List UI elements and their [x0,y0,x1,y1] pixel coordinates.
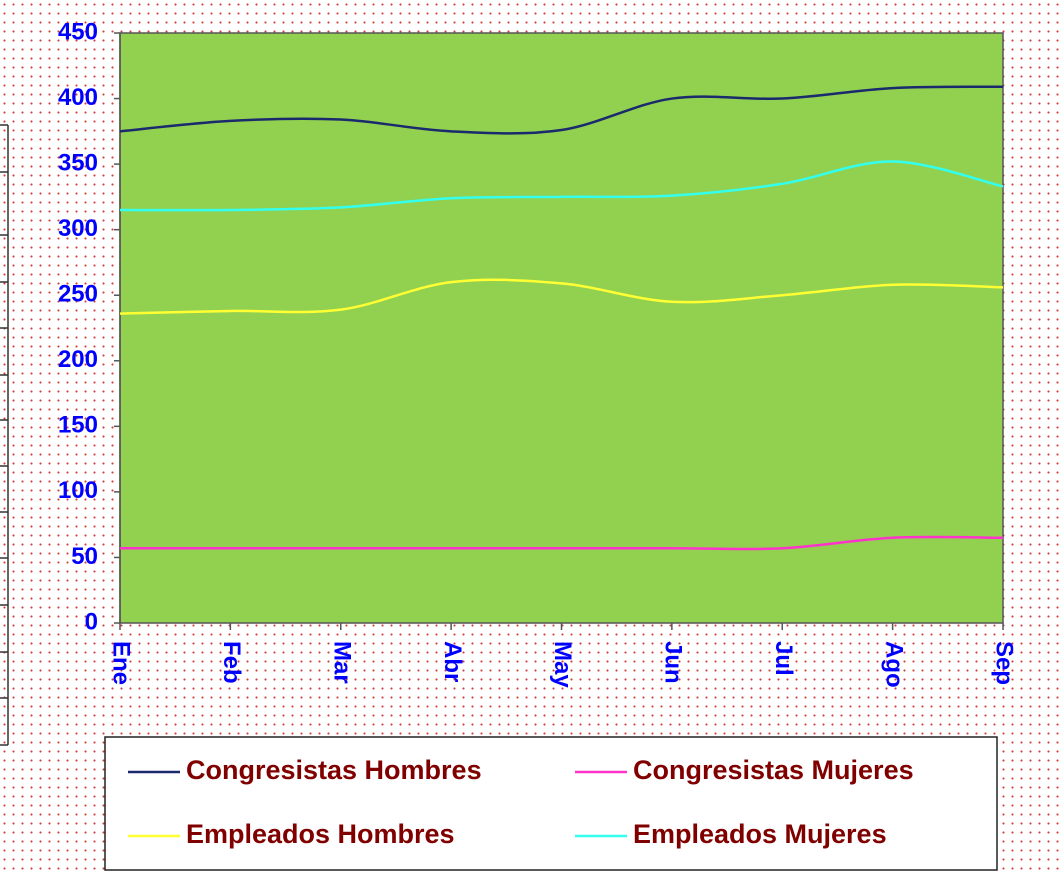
series-line [119,85,1004,135]
y-tick-label: 0 [85,608,98,635]
series-line [119,160,1004,212]
x-tick-label: Jun [660,641,687,684]
x-tick-label: Ago [880,641,907,688]
x-tick-label: Feb [218,641,245,684]
x-tick-label: Jul [770,641,797,676]
legend-label: Congresistas Mujeres [633,755,914,785]
x-tick-label: Abr [439,641,466,682]
series-line [120,535,1004,551]
y-tick-label: 300 [58,215,98,242]
legend-label: Empleados Mujeres [633,819,887,849]
x-tick-label: Mar [328,641,355,684]
y-tick-label: 150 [58,412,98,439]
legend-box [104,736,998,871]
plot-area [119,32,1004,624]
legend-label: Empleados Hombres [186,819,455,849]
y-tick-label: 450 [58,18,98,45]
legend-label: Congresistas Hombres [186,755,482,785]
y-tick-label: 100 [58,477,98,504]
x-tick-label: May [549,641,576,688]
x-tick-label: Sep [991,641,1018,685]
y-tick-label: 400 [58,84,98,111]
y-tick-label: 50 [71,543,98,570]
series-line [119,278,1004,315]
table-edge [0,124,9,746]
y-tick-label: 200 [58,346,98,373]
x-tick-label: Ene [108,641,135,685]
y-tick-label: 250 [58,281,98,308]
y-tick-label: 350 [58,149,98,176]
